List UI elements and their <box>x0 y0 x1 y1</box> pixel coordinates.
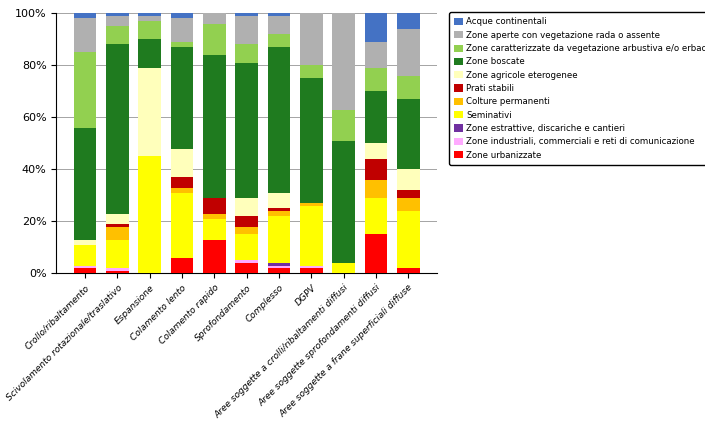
Bar <box>235 45 258 63</box>
Bar <box>74 19 97 52</box>
Bar <box>300 203 323 206</box>
Bar <box>364 13 388 42</box>
Bar <box>364 143 388 159</box>
Bar <box>333 109 355 141</box>
Bar <box>106 45 129 213</box>
Bar <box>74 239 97 245</box>
Bar <box>235 234 258 260</box>
Bar <box>268 34 290 47</box>
Bar <box>235 216 258 227</box>
Bar <box>268 209 290 211</box>
Bar <box>364 68 388 91</box>
Bar <box>235 263 258 273</box>
Bar <box>364 198 388 235</box>
Bar <box>138 21 161 39</box>
Bar <box>268 193 290 209</box>
Bar <box>74 52 97 128</box>
Bar <box>397 190 419 198</box>
Bar <box>268 16 290 34</box>
Bar <box>235 227 258 235</box>
Bar <box>203 213 226 219</box>
Bar <box>300 206 323 265</box>
Bar <box>74 245 97 265</box>
Bar <box>333 263 355 273</box>
Bar <box>138 156 161 273</box>
Bar <box>397 211 419 268</box>
Bar <box>171 258 193 273</box>
Bar <box>203 239 226 273</box>
Bar <box>364 235 388 273</box>
Bar <box>106 26 129 45</box>
Bar <box>397 169 419 190</box>
Bar <box>235 198 258 216</box>
Bar <box>74 13 97 19</box>
Bar <box>364 159 388 180</box>
Bar <box>300 65 323 78</box>
Bar <box>397 268 419 273</box>
Bar <box>300 265 323 268</box>
Bar <box>268 211 290 216</box>
Bar <box>171 149 193 177</box>
Bar <box>268 47 290 193</box>
Bar <box>106 271 129 273</box>
Bar <box>397 13 419 29</box>
Bar <box>268 265 290 268</box>
Bar <box>333 13 355 109</box>
Bar <box>138 16 161 21</box>
Bar <box>397 29 419 76</box>
Bar <box>300 13 323 65</box>
Bar <box>171 13 193 19</box>
Bar <box>203 24 226 55</box>
Bar <box>106 227 129 239</box>
Legend: Acque continentali, Zone aperte con vegetazione rada o assente, Zone caratterizz: Acque continentali, Zone aperte con vege… <box>449 12 705 165</box>
Bar <box>235 260 258 263</box>
Bar <box>333 141 355 263</box>
Bar <box>138 39 161 68</box>
Bar <box>171 42 193 47</box>
Bar <box>74 268 97 273</box>
Bar <box>268 13 290 16</box>
Bar <box>74 128 97 239</box>
Bar <box>171 187 193 193</box>
Bar <box>268 216 290 263</box>
Bar <box>235 16 258 45</box>
Bar <box>203 13 226 24</box>
Bar <box>171 19 193 42</box>
Bar <box>300 268 323 273</box>
Bar <box>268 263 290 265</box>
Bar <box>397 198 419 211</box>
Bar <box>106 239 129 268</box>
Bar <box>203 219 226 239</box>
Bar <box>268 268 290 273</box>
Bar <box>106 16 129 26</box>
Bar <box>106 213 129 224</box>
Bar <box>300 78 323 203</box>
Bar <box>171 47 193 149</box>
Bar <box>235 63 258 198</box>
Bar <box>138 68 161 156</box>
Bar <box>171 177 193 187</box>
Bar <box>364 42 388 68</box>
Bar <box>138 13 161 16</box>
Bar <box>364 91 388 143</box>
Bar <box>106 13 129 16</box>
Bar <box>171 193 193 258</box>
Bar <box>106 268 129 271</box>
Bar <box>106 224 129 227</box>
Bar <box>74 265 97 268</box>
Bar <box>203 198 226 213</box>
Bar <box>235 13 258 16</box>
Bar <box>203 55 226 198</box>
Bar <box>397 76 419 99</box>
Bar <box>364 180 388 198</box>
Bar <box>397 99 419 169</box>
